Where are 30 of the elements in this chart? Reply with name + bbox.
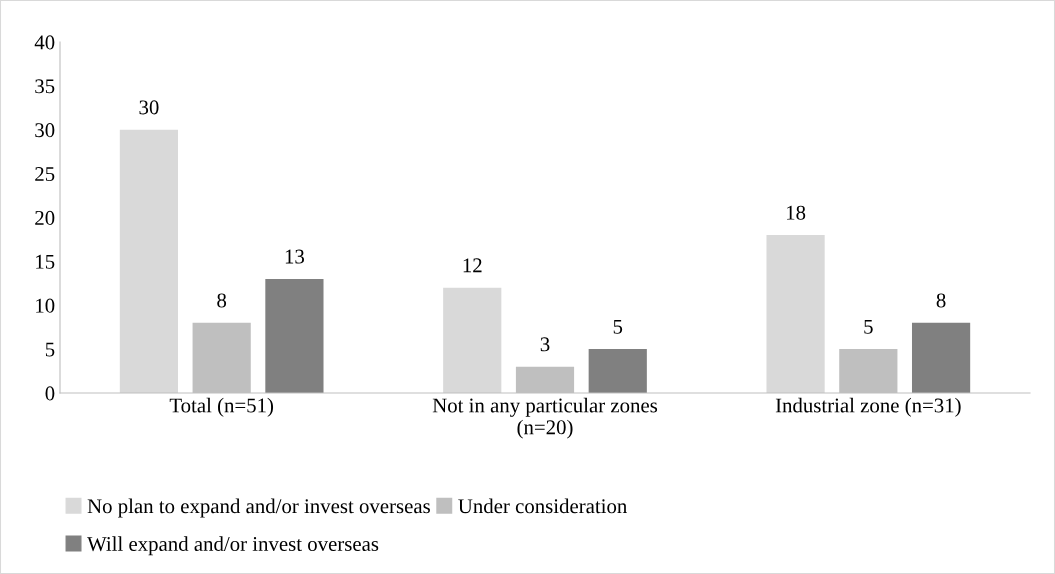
y-tick-label: 5: [45, 342, 55, 357]
y-tick-label: 0: [45, 386, 55, 401]
data-label: 12: [463, 258, 482, 273]
data-label: 18: [787, 205, 806, 220]
y-tick-label: 40: [34, 35, 55, 50]
bar: [911, 322, 971, 393]
data-label: 13: [285, 249, 305, 264]
legend-label: Under consideration: [458, 498, 627, 514]
y-tick-label: 30: [35, 123, 55, 138]
bar: [766, 235, 825, 393]
legend-label: Will expand and/or invest overseas: [87, 536, 379, 556]
x-tick-label: Not in any particular zones (n=20): [432, 397, 658, 439]
data-label: 8: [217, 293, 227, 308]
data-label: 3: [540, 337, 550, 352]
y-tick-label: 15: [36, 254, 55, 269]
legend-label: No plan to expand and/or invest overseas: [87, 498, 430, 518]
bar: [265, 278, 324, 393]
bar: [443, 287, 502, 393]
bar: [119, 129, 179, 393]
y-tick-label: 25: [35, 167, 55, 182]
x-tick-label: Total (n=51): [169, 397, 274, 417]
bar: [588, 349, 647, 393]
data-label: 5: [864, 319, 873, 334]
y-tick-label: 10: [36, 298, 55, 313]
y-tick-label: 20: [35, 210, 55, 225]
data-label: 30: [139, 100, 159, 115]
data-label: 8: [936, 293, 946, 308]
x-tick-label: Industrial zone (n=31): [775, 397, 961, 417]
y-tick-label: 35: [35, 79, 55, 94]
data-label: 5: [613, 319, 623, 334]
